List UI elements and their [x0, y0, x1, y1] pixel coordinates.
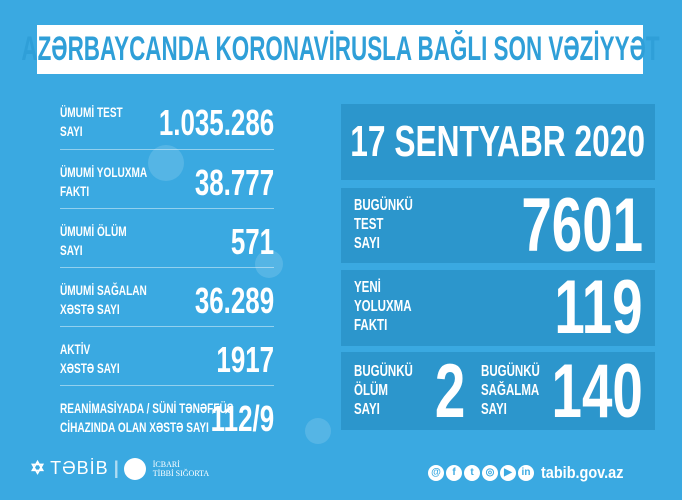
divider: [60, 149, 274, 150]
tabib-logo: TƏBİB: [50, 458, 109, 478]
divider: [60, 385, 274, 386]
divider: [60, 208, 274, 209]
stat-label: ÜMUMİ SAĞALAN XƏSTƏ SAYI: [60, 282, 147, 317]
stat-ventilator: REANİMASİYADA / SÜNİ TƏNƏFFÜS CİHAZINDA O…: [60, 399, 274, 457]
stat-total-infected: ÜMUMİ YOLUXMA FAKTI 38.777: [60, 163, 274, 221]
panel-label: YENİ YOLUXMA FAKTI: [354, 279, 412, 334]
facebook-icon[interactable]: f: [446, 464, 462, 481]
panel-label: BUGÜNKÜ TEST SAYI: [354, 197, 413, 252]
today-recovered-value: 140: [551, 349, 643, 434]
insurance-logo-icon: [123, 458, 146, 481]
today-tests-panel: BUGÜNKÜ TEST SAYI 7601: [341, 183, 655, 268]
panel-label: BUGÜNKÜ SAĞALMA SAYI: [481, 363, 540, 418]
social-links: @ f t ◎ ▶ in tabib.gov.az: [428, 462, 638, 483]
divider: |: [113, 458, 119, 478]
virus-decoration: [148, 145, 184, 181]
stat-total-deaths: ÜMUMİ ÖLÜM SAYI 571: [60, 222, 274, 280]
panel-label: BUGÜNKÜ ÖLÜM SAYI: [354, 363, 413, 418]
logos: ✡ TƏBİB | İCBARİ TİBBİ SIĞORTA: [30, 458, 210, 481]
stat-value: 571: [230, 221, 274, 262]
stat-label: REANİMASİYADA / SÜNİ TƏNƏFFÜS CİHAZINDA O…: [60, 400, 234, 435]
date-panel: 17 SENTYABR 2020: [341, 104, 655, 180]
today-deaths-recovered-panel: BUGÜNKÜ ÖLÜM SAYI 2 BUGÜNKÜ SAĞALMA SAYI 140: [341, 352, 655, 430]
stat-label: ÜMUMİ YOLUXMA FAKTI: [60, 164, 148, 199]
stat-label: ÜMUMİ TEST SAYI: [60, 104, 123, 139]
stat-value: 112/9: [210, 398, 274, 439]
insurance-logo-text: İCBARİ TİBBİ SIĞORTA: [152, 460, 210, 479]
linkedin-icon[interactable]: in: [518, 464, 534, 481]
youtube-icon[interactable]: ▶: [500, 464, 516, 481]
page-title: AZƏRBAYCANDA KORONAVİRUSLA BAĞLI SON VƏZ…: [21, 25, 659, 74]
stat-value: 1917: [216, 339, 274, 380]
today-infected-panel: YENİ YOLUXMA FAKTI 119: [341, 270, 655, 346]
stat-total-tests: ÜMUMİ TEST SAYI 1.035.286: [60, 103, 274, 161]
today-tests-value: 7601: [521, 183, 643, 268]
today-infected-value: 119: [554, 265, 643, 350]
website-link[interactable]: tabib.gov.az: [540, 462, 624, 482]
stat-active: AKTİV XƏSTƏ SAYI 1917: [60, 340, 274, 398]
today-deaths-value: 2: [434, 349, 465, 434]
virus-decoration: [255, 250, 283, 278]
stat-value: 38.777: [194, 162, 274, 203]
twitter-icon[interactable]: t: [464, 464, 480, 481]
virus-decoration: [305, 418, 331, 444]
stat-value: 1.035.286: [158, 102, 274, 143]
stat-label: ÜMUMİ ÖLÜM SAYI: [60, 223, 127, 258]
stat-value: 36.289: [194, 280, 274, 321]
divider: [60, 267, 274, 268]
instagram-icon[interactable]: ◎: [482, 464, 498, 481]
stat-label: AKTİV XƏSTƏ SAYI: [60, 341, 120, 376]
web-icon[interactable]: @: [428, 464, 444, 481]
stat-total-recovered: ÜMUMİ SAĞALAN XƏSTƏ SAYI 36.289: [60, 281, 274, 339]
tabib-star-icon: ✡: [30, 458, 46, 478]
divider: [60, 326, 274, 327]
